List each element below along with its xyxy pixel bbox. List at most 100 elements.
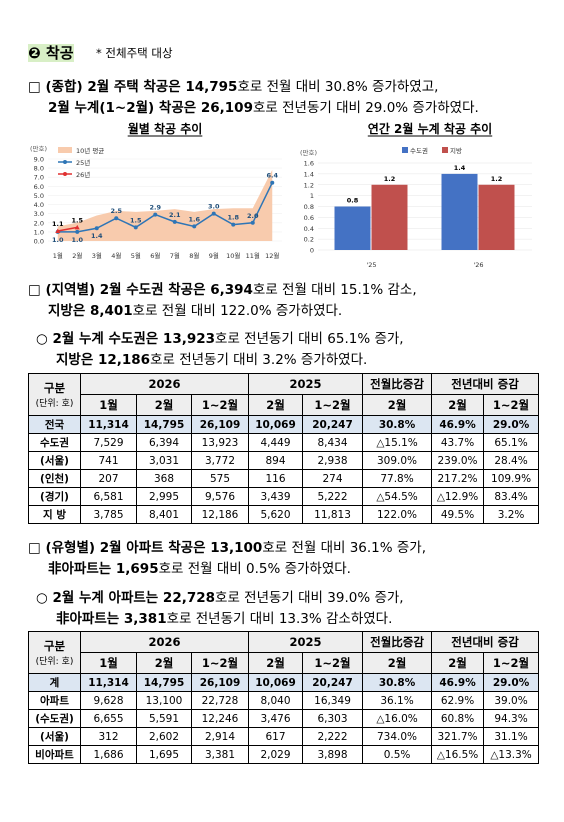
text-segment: 호로 전년동기 대비 13.3% 감소하였다. xyxy=(166,611,393,627)
data-label: 2.5 xyxy=(110,207,122,215)
table-cell: 36.1% xyxy=(362,691,433,710)
table-cell: (경기) xyxy=(28,487,81,506)
table-cell: 3,476 xyxy=(248,709,304,728)
bar xyxy=(478,184,515,250)
table-cell: 5,620 xyxy=(248,505,304,524)
table-cell: 617 xyxy=(248,727,304,746)
data-label: 2.9 xyxy=(149,204,161,212)
table-row: 전국 11,314 14,795 26,109 10,069 20,247 30.8% 46.… xyxy=(28,415,540,434)
point xyxy=(153,212,158,217)
text-segment: 호로 전월 대비 36.1% 증가, xyxy=(262,540,427,556)
table-cell: 비아파트 xyxy=(28,745,81,764)
data-label: 1.5 xyxy=(130,216,142,224)
table-cell: 수도권 xyxy=(28,433,81,452)
table-cell: 2,222 xyxy=(302,727,364,746)
table-cell: △54.5% xyxy=(362,487,433,506)
paragraph-line: □ (유형별) 2월 아파트 착공은 13,100호로 전월 대비 36.1% … xyxy=(28,536,426,556)
legend-label: 10년 평균 xyxy=(76,146,104,155)
sub-header: 2월 xyxy=(362,652,433,674)
legend-marker xyxy=(63,160,67,164)
text-segment: 22,728 xyxy=(162,590,216,606)
text-segment: 호로 전년동기 대비 65.1% 증가, xyxy=(215,331,404,347)
paragraph-line: 지방은 12,186호로 전년동기 대비 3.2% 증가하였다. xyxy=(56,348,367,368)
point xyxy=(75,229,80,234)
table-cell: 321.7% xyxy=(431,727,485,746)
legend-label: 26년 xyxy=(76,170,90,179)
paragraph-line: 2월 누계(1~2월) 착공은 26,109호로 전년동기 대비 29.0% 증… xyxy=(48,96,479,116)
sub-header: 1~2월 xyxy=(302,394,364,416)
table-cell: 83.4% xyxy=(483,487,540,506)
text-segment: ○ 2월 누계 아파트는 xyxy=(36,590,163,606)
y-tick-label: 7.0 xyxy=(34,174,44,182)
series-line xyxy=(57,226,78,232)
header-text: 구분 xyxy=(43,639,66,653)
unit-header: 구분 (단위: 호) xyxy=(28,373,81,416)
legend-marker xyxy=(63,172,67,176)
table-cell: 11,314 xyxy=(80,673,137,692)
data-label: 2.1 xyxy=(169,211,181,219)
table-cell: 28.4% xyxy=(483,451,540,470)
unit-text: (단위: 호) xyxy=(35,399,74,409)
x-tick-label: 9월 xyxy=(209,251,219,260)
table-cell: 13,923 xyxy=(190,433,250,452)
sub-header: 1월 xyxy=(80,652,137,674)
text-segment: 호로 전월 대비 30.8% 증가하였고, xyxy=(237,79,439,95)
table-cell: 10,069 xyxy=(248,673,304,692)
sub-header: 2월 xyxy=(431,652,485,674)
table-cell: 30.8% xyxy=(362,415,433,434)
point xyxy=(55,229,60,234)
table-row: 아파트 9,628 13,100 22,728 8,040 16,349 36.1% 62.9… xyxy=(28,691,540,710)
sub-header: 2월 xyxy=(362,394,433,416)
table-cell: 1,695 xyxy=(136,745,192,764)
table-row: (서울) 312 2,602 2,914 617 2,222 734.0% 321.7% 31.… xyxy=(28,727,540,746)
group-header: 2026 xyxy=(79,631,250,653)
sub-header: 1~2월 xyxy=(190,394,250,416)
legend-label: 지방 xyxy=(450,146,462,155)
sub-header: 1월 xyxy=(80,394,137,416)
sub-header: 1~2월 xyxy=(483,394,540,416)
legend-swatch xyxy=(402,147,408,153)
paragraph-line: 지방은 8,401호로 전월 대비 122.0% 증가하였다. xyxy=(48,299,342,319)
table-cell: 734.0% xyxy=(362,727,433,746)
text-segment: 3,381 xyxy=(123,611,167,627)
bar xyxy=(334,206,371,250)
table-cell: 12,186 xyxy=(190,505,250,524)
unit-header: 구분 (단위: 호) xyxy=(28,631,81,674)
table-cell: 14,795 xyxy=(136,415,192,434)
table-cell: 207 xyxy=(80,469,137,488)
text-segment: □ (종합) 2월 주택 착공은 xyxy=(28,79,186,95)
data-label: 3.0 xyxy=(208,203,220,211)
y-tick-label: 6.0 xyxy=(34,183,44,191)
y-tick-label: 1.6 xyxy=(304,160,314,168)
table-cell: △15.1% xyxy=(362,433,433,452)
table-cell: △16.0% xyxy=(362,709,433,728)
table-cell: 5,591 xyxy=(136,709,192,728)
table-cell: 7,529 xyxy=(80,433,137,452)
sub-header: 2월 xyxy=(136,652,192,674)
text-segment: 13,923 xyxy=(162,331,216,347)
data-label: 6.4 xyxy=(266,172,278,180)
y-tick-label: 0.4 xyxy=(304,225,314,233)
table-cell: (수도권) xyxy=(28,709,81,728)
x-tick-label: 5월 xyxy=(131,251,141,260)
bar xyxy=(371,184,408,250)
table-cell: 46.9% xyxy=(431,415,485,434)
group-header: 2025 xyxy=(248,631,364,653)
table-cell: 3.2% xyxy=(483,505,540,524)
text-segment: 非아파트는 xyxy=(48,561,116,577)
table-cell: △16.5% xyxy=(431,745,485,764)
data-label: 2.0 xyxy=(247,212,259,220)
unit-text: (단위: 호) xyxy=(35,657,74,667)
table-cell: 6,394 xyxy=(136,433,192,452)
x-tick-label: 4월 xyxy=(111,251,121,260)
y-tick-label: 1.0 xyxy=(34,228,44,236)
point xyxy=(172,219,177,224)
table-cell: 11,813 xyxy=(302,505,364,524)
table-cell: 26,109 xyxy=(190,673,250,692)
table-cell: 2,938 xyxy=(302,451,364,470)
table-cell: 4,449 xyxy=(248,433,304,452)
y-tick-label: 4.0 xyxy=(34,201,44,209)
table-cell: 13,100 xyxy=(136,691,192,710)
table-cell: 274 xyxy=(302,469,364,488)
table-cell: 3,439 xyxy=(248,487,304,506)
